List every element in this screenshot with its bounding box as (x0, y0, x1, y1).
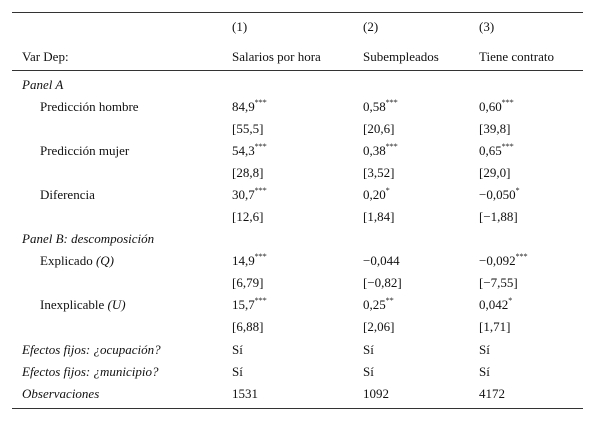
footer-value: 4172 (479, 386, 505, 401)
label-text: Diferencia (40, 187, 95, 202)
estimate: 15,7 (232, 297, 255, 312)
significance: * (508, 296, 513, 305)
row-label: Inexplicable (U) (40, 297, 126, 313)
row-label: Explicado (Q) (40, 253, 114, 269)
confidence-interval: [2,06] (363, 319, 395, 334)
panel-title: Panel A (22, 77, 64, 92)
estimate: 84,9 (232, 99, 255, 114)
significance: *** (254, 296, 267, 305)
column-number: (2) (363, 19, 379, 34)
significance: *** (501, 142, 514, 151)
column-number: (1) (232, 19, 248, 34)
footer-value: Sí (232, 342, 243, 357)
row-label: Predicción mujer (40, 143, 129, 159)
confidence-interval: [20,6] (363, 121, 395, 136)
label-text: Explicado (40, 253, 93, 268)
estimate-cell: 0,38*** (363, 143, 398, 159)
column-header: Salarios por hora (232, 49, 321, 64)
significance: * (515, 186, 520, 195)
estimate-cell: 0,25** (363, 297, 394, 313)
confidence-interval: [−1,88] (479, 209, 518, 224)
significance: *** (254, 142, 267, 151)
footer-label: Observaciones (22, 386, 100, 401)
column-header: Subempleados (363, 49, 439, 64)
footer-value: 1531 (232, 386, 258, 401)
estimate: 0,65 (479, 143, 502, 158)
panel-title: Panel B: descomposición (22, 231, 155, 246)
row-label: Predicción hombre (40, 99, 139, 115)
estimate-cell: −0,092*** (479, 253, 528, 269)
top-rule (12, 12, 583, 13)
confidence-interval: [6,79] (232, 275, 264, 290)
estimate: 0,60 (479, 99, 502, 114)
confidence-interval: [1,84] (363, 209, 395, 224)
confidence-interval: [39,8] (479, 121, 511, 136)
footer-value: Sí (232, 364, 243, 379)
confidence-interval: [−7,55] (479, 275, 518, 290)
label-text: Predicción hombre (40, 99, 139, 114)
significance: *** (385, 98, 398, 107)
significance: *** (254, 98, 267, 107)
bottom-rule (12, 408, 583, 409)
confidence-interval: [28,8] (232, 165, 264, 180)
estimate-cell: 0,20* (363, 187, 390, 203)
estimate: −0,092 (479, 253, 516, 268)
confidence-interval: [55,5] (232, 121, 264, 136)
estimate: −0,044 (363, 253, 400, 268)
significance: ** (385, 296, 394, 305)
estimate-cell: 30,7*** (232, 187, 267, 203)
significance: * (385, 186, 390, 195)
label-symbol: (Q) (95, 253, 115, 268)
significance: *** (254, 252, 267, 261)
estimate-cell: −0,050* (479, 187, 520, 203)
significance: *** (515, 252, 528, 261)
confidence-interval: [12,6] (232, 209, 264, 224)
significance: *** (385, 142, 398, 151)
confidence-interval: [6,88] (232, 319, 264, 334)
confidence-interval: [3,52] (363, 165, 395, 180)
footer-label: Efectos fijos: ¿municipio? (22, 364, 159, 379)
label-symbol: (U) (107, 297, 126, 312)
estimate-cell: 14,9*** (232, 253, 267, 269)
footer-value: Sí (479, 364, 490, 379)
footer-label: Efectos fijos: ¿ocupación? (22, 342, 161, 357)
footer-value: Sí (479, 342, 490, 357)
footer-value: 1092 (363, 386, 389, 401)
dep-label: Var Dep: (22, 49, 69, 64)
estimate: 0,20 (363, 187, 386, 202)
estimate-cell: 15,7*** (232, 297, 267, 313)
estimate: 0,25 (363, 297, 386, 312)
estimate-cell: 84,9*** (232, 99, 267, 115)
column-number: (3) (479, 19, 495, 34)
estimate: 14,9 (232, 253, 255, 268)
estimate-cell: 0,58*** (363, 99, 398, 115)
estimate: 54,3 (232, 143, 255, 158)
header-rule (12, 70, 583, 71)
row-label: Diferencia (40, 187, 95, 203)
column-header: Tiene contrato (479, 49, 554, 64)
footer-value: Sí (363, 364, 374, 379)
estimate-cell: −0,044 (363, 253, 400, 269)
estimate-cell: 0,042* (479, 297, 512, 313)
label-text: Inexplicable (40, 297, 105, 312)
estimate: −0,050 (479, 187, 516, 202)
estimate: 0,58 (363, 99, 386, 114)
label-text: Predicción mujer (40, 143, 130, 158)
estimate: 0,38 (363, 143, 386, 158)
significance: *** (501, 98, 514, 107)
confidence-interval: [−0,82] (363, 275, 402, 290)
confidence-interval: [1,71] (479, 319, 511, 334)
confidence-interval: [29,0] (479, 165, 511, 180)
estimate: 0,042 (479, 297, 509, 312)
estimate: 30,7 (232, 187, 255, 202)
estimate-cell: 0,60*** (479, 99, 514, 115)
estimate-cell: 0,65*** (479, 143, 514, 159)
significance: *** (254, 186, 267, 195)
estimate-cell: 54,3*** (232, 143, 267, 159)
footer-value: Sí (363, 342, 374, 357)
